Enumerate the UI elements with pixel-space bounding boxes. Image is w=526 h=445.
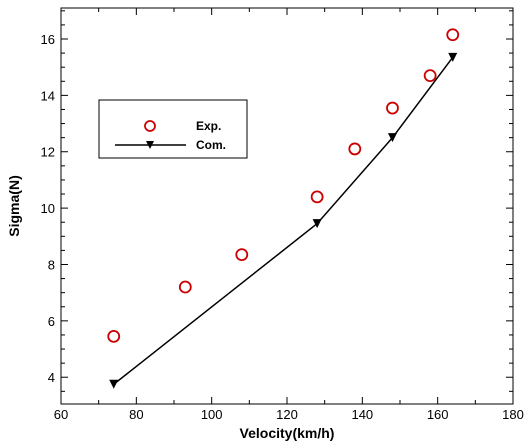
exp-circle-marker xyxy=(348,142,362,156)
y-axis-title: Sigma(N) xyxy=(6,175,22,236)
x-axis-title: Velocity(km/h) xyxy=(240,425,335,441)
y-tick-label: 6 xyxy=(48,314,55,329)
com-triangle-marker xyxy=(387,133,397,143)
y-tick-label: 4 xyxy=(48,370,55,385)
exp-circle-marker xyxy=(107,329,121,343)
x-tick-label: 160 xyxy=(427,407,449,422)
exp-circle-marker xyxy=(423,69,437,83)
x-tick-label: 140 xyxy=(351,407,373,422)
legend-com-label: Com. xyxy=(196,138,226,152)
exp-circle-marker xyxy=(386,101,399,115)
legend-com-marker xyxy=(146,141,154,149)
y-tick-label: 16 xyxy=(41,32,55,47)
y-axis: 4 6 8 10 12 14 16 xyxy=(41,10,513,392)
x-tick-label: 120 xyxy=(276,407,298,422)
y-tick-label: 12 xyxy=(41,145,55,160)
exp-circle-marker xyxy=(235,248,249,262)
com-triangle-marker xyxy=(312,219,322,229)
com-triangle-marker xyxy=(448,52,458,62)
legend: Exp. Com. xyxy=(98,99,248,159)
com-series-line xyxy=(113,56,454,385)
x-tick-label: 180 xyxy=(502,407,524,422)
x-axis: 60 80 100 120 140 160 180 xyxy=(54,8,524,422)
exp-circle-marker xyxy=(178,280,192,294)
x-tick-label: 100 xyxy=(201,407,223,422)
data-series xyxy=(107,28,460,389)
exp-circle-marker xyxy=(310,190,324,204)
exp-circle-marker xyxy=(446,28,460,42)
y-tick-label: 8 xyxy=(48,257,55,272)
legend-exp-marker xyxy=(144,120,156,132)
com-triangle-marker xyxy=(109,379,119,389)
legend-exp-label: Exp. xyxy=(196,119,221,133)
y-tick-label: 10 xyxy=(41,201,55,216)
x-tick-label: 60 xyxy=(54,407,68,422)
y-tick-label: 14 xyxy=(41,88,55,103)
x-tick-label: 80 xyxy=(129,407,143,422)
legend-box xyxy=(98,99,248,159)
